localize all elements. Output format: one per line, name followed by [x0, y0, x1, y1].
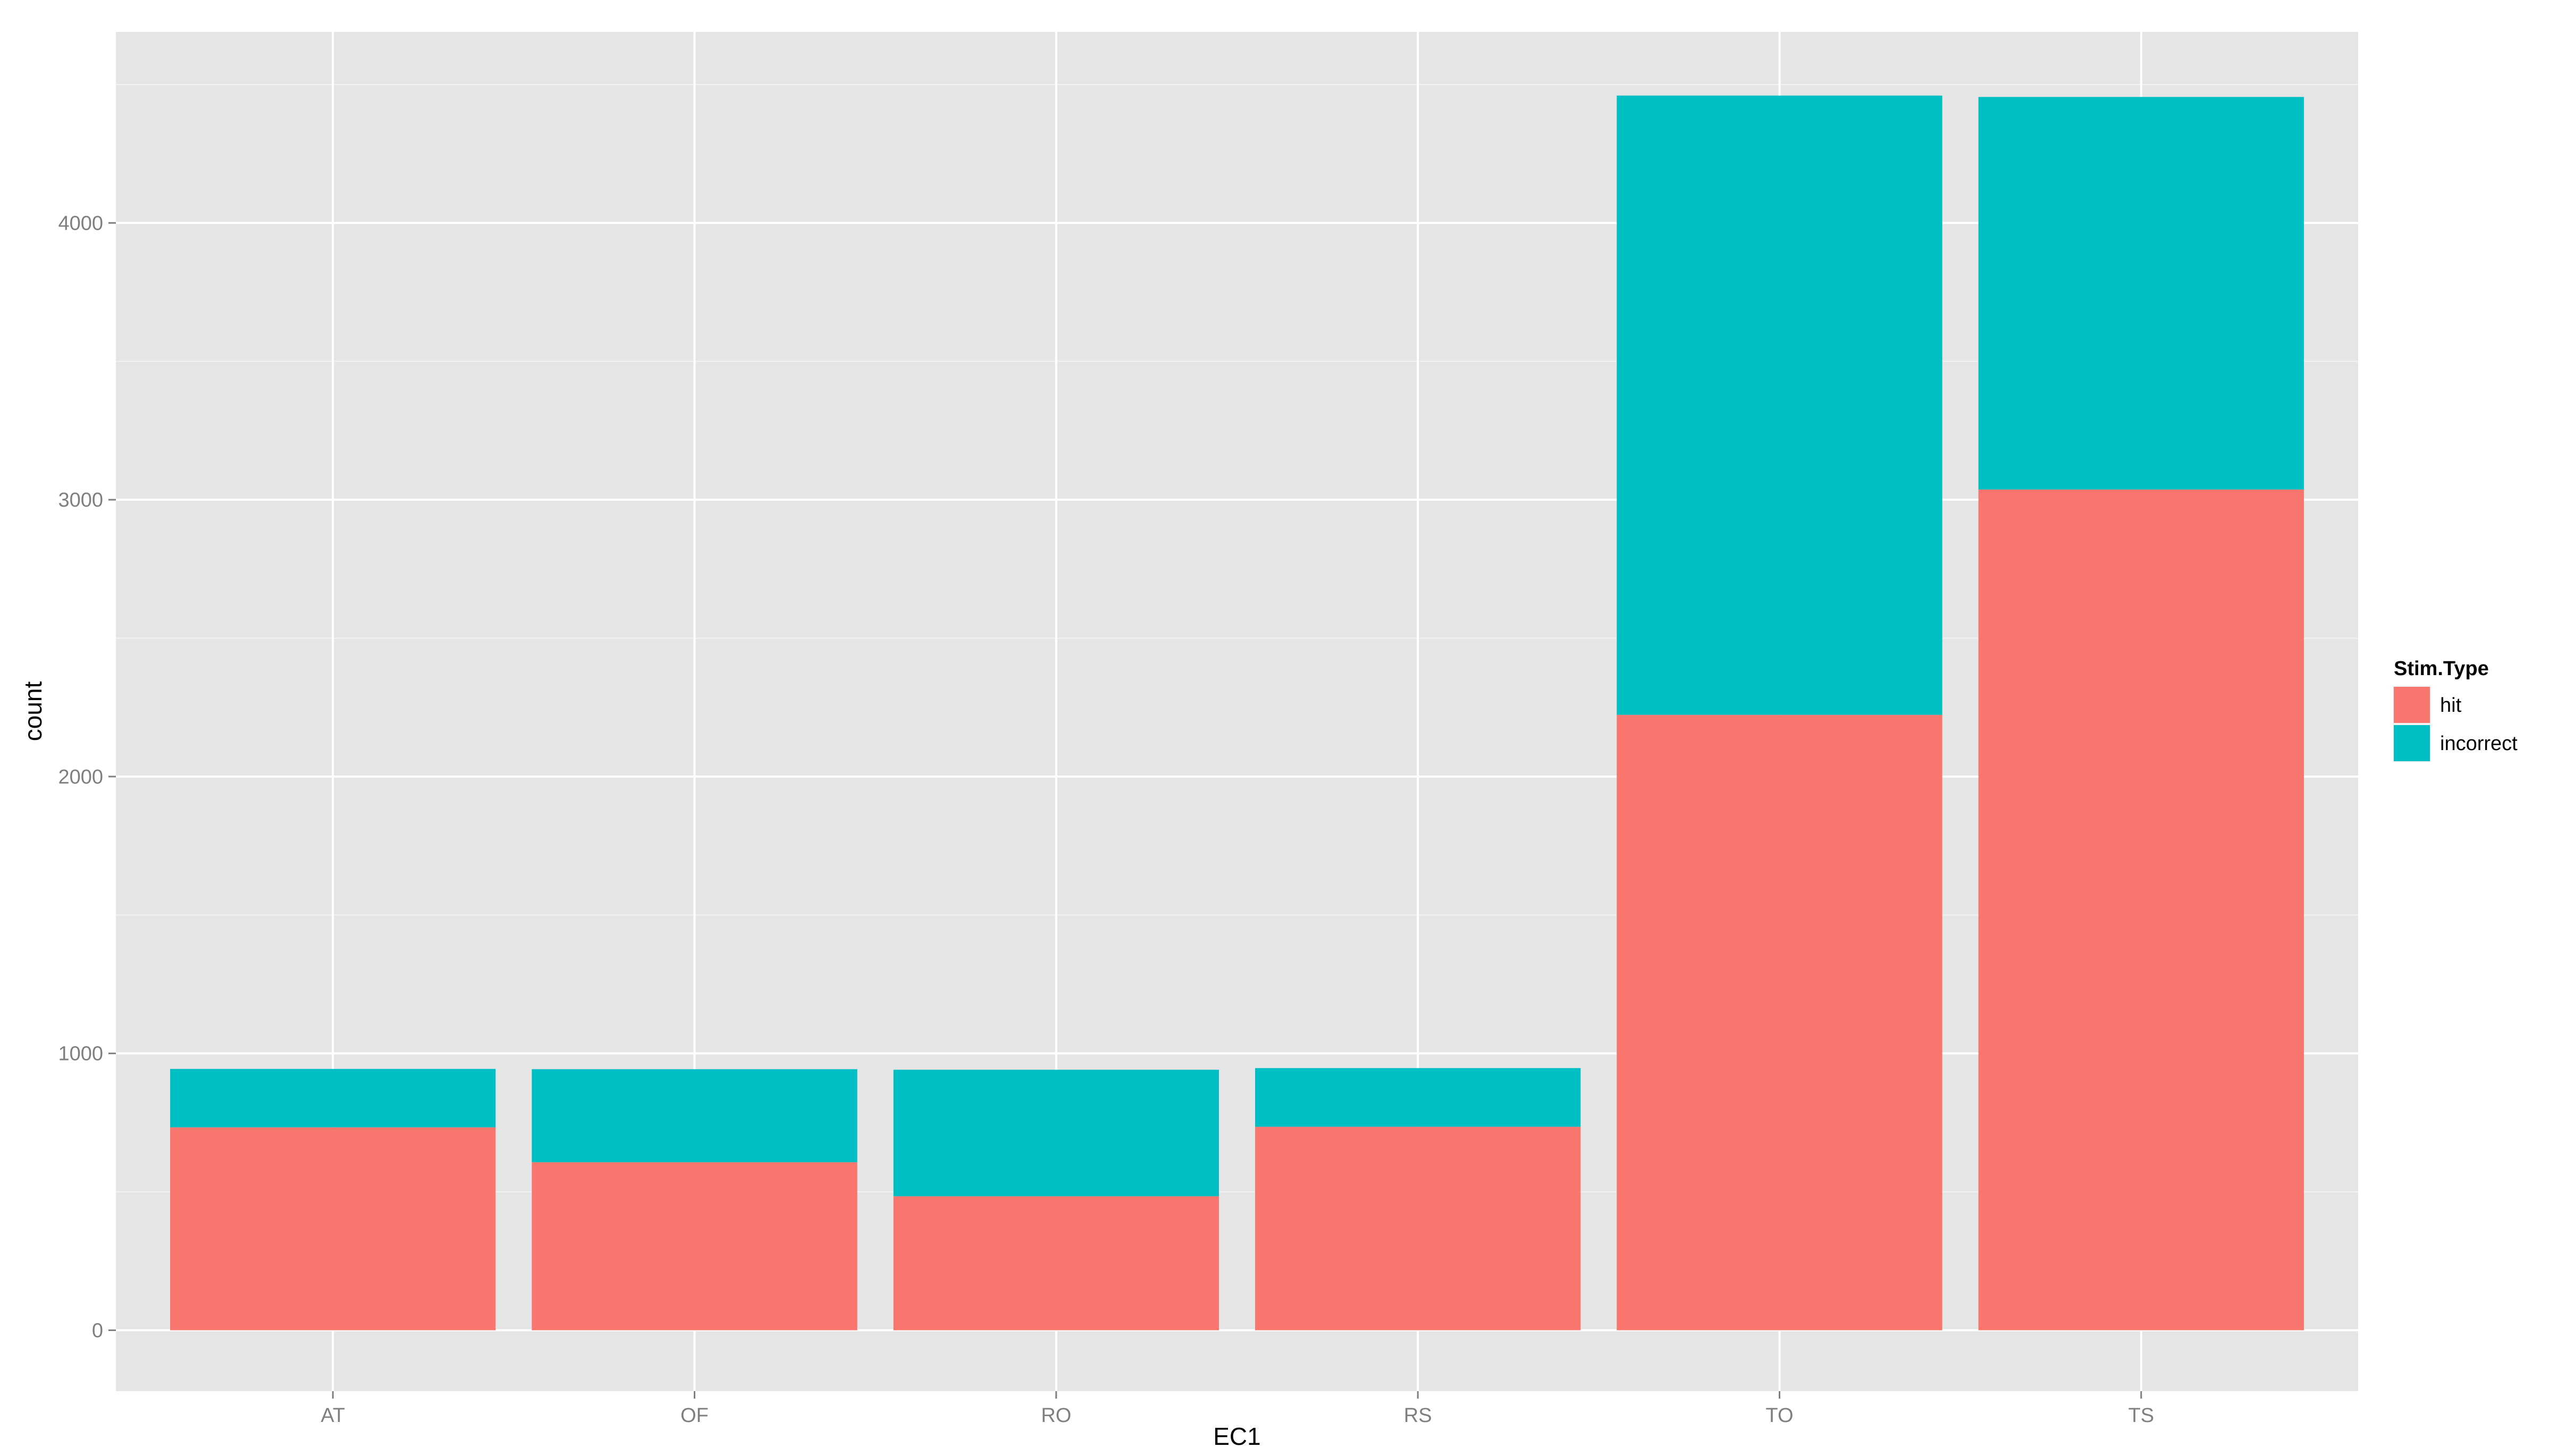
bar-ts-hit	[1978, 489, 2304, 1331]
bar-ts-incorrect	[1978, 97, 2304, 490]
bar-of-incorrect	[532, 1069, 857, 1163]
y-axis-title: count	[19, 681, 47, 742]
x-tick-label: RS	[1404, 1404, 1432, 1427]
x-tick-label: AT	[321, 1404, 345, 1427]
bar-ro-incorrect	[893, 1070, 1219, 1197]
legend-title: Stim.Type	[2394, 658, 2489, 680]
bar-at-hit	[170, 1127, 496, 1331]
bar-rs-hit	[1255, 1126, 1581, 1331]
x-tick-label: RO	[1041, 1404, 1071, 1427]
y-tick-label: 1000	[58, 1043, 103, 1065]
bar-ro-hit	[893, 1196, 1219, 1331]
bar-rs-incorrect	[1255, 1068, 1581, 1127]
x-axis-title: EC1	[1213, 1423, 1260, 1450]
y-axis-ticks: 0 1000 2000 3000 4000	[58, 212, 116, 1342]
legend-swatch-hit	[2394, 687, 2430, 723]
y-tick-label: 4000	[58, 212, 103, 234]
x-tick-label: TO	[1765, 1404, 1793, 1427]
legend-swatch-incorrect	[2394, 725, 2430, 761]
y-tick-label: 2000	[58, 766, 103, 788]
legend-items: hit incorrect	[2393, 686, 2518, 762]
bar-to-hit	[1617, 714, 1942, 1331]
bar-to-incorrect	[1617, 95, 1942, 715]
bar-at-incorrect	[170, 1068, 496, 1127]
bars	[170, 95, 2304, 1331]
legend: Stim.Type hit incorrect	[2393, 658, 2518, 762]
x-tick-label: OF	[680, 1404, 709, 1427]
y-tick-label: 3000	[58, 489, 103, 511]
legend-label: incorrect	[2440, 733, 2518, 755]
legend-label: hit	[2440, 694, 2462, 717]
y-tick-label: 0	[92, 1319, 103, 1342]
x-tick-label: TS	[2129, 1404, 2155, 1427]
bar-of-hit	[532, 1162, 857, 1331]
x-axis-ticks: AT OF RO RS TO TS	[321, 1391, 2154, 1427]
